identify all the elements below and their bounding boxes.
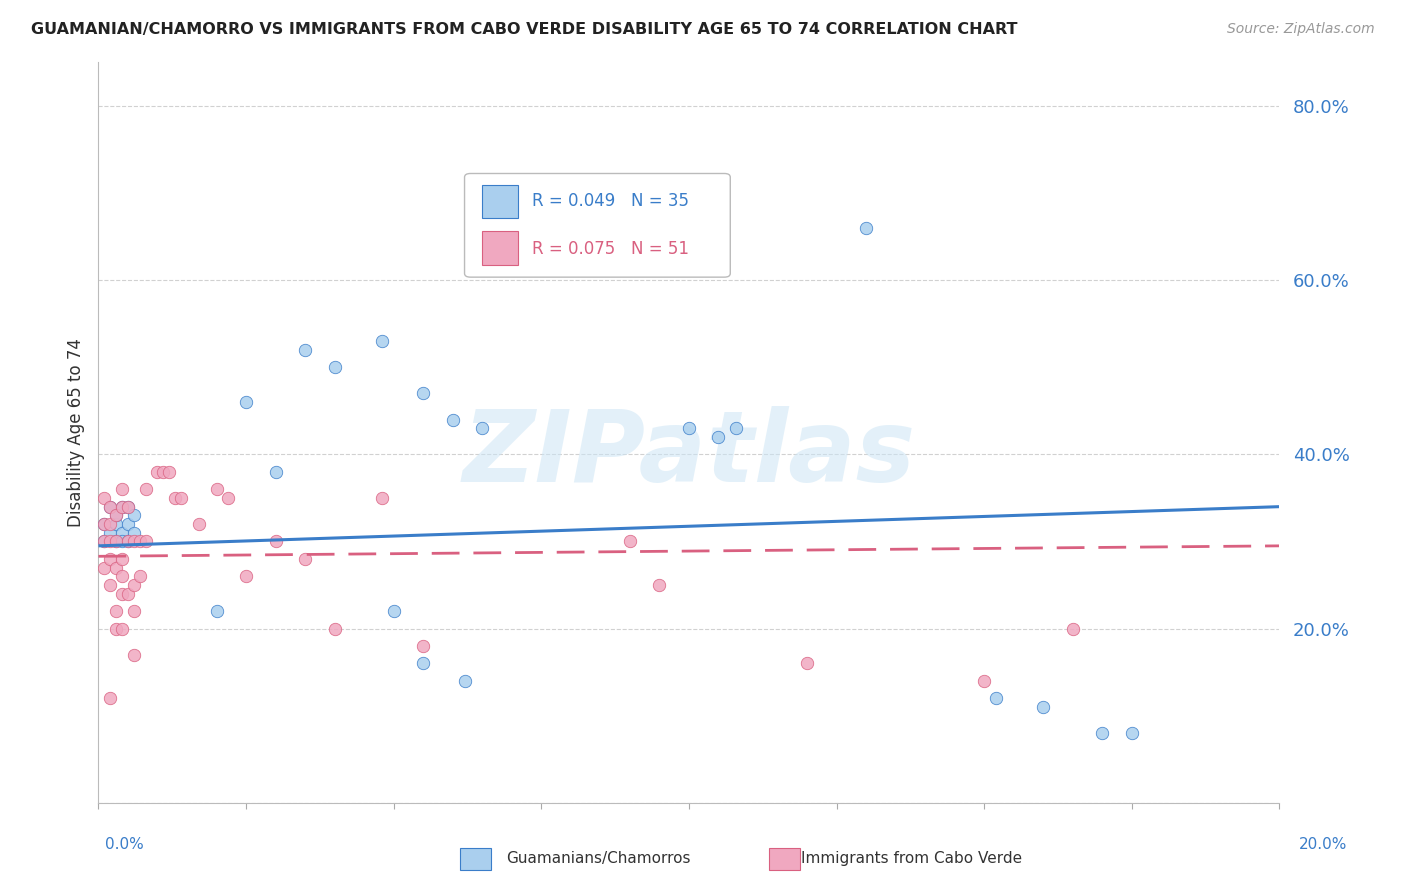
Point [412, 657, 434, 671]
Point [648, 578, 671, 592]
Y-axis label: Disability Age 65 to 74: Disability Age 65 to 74 [66, 338, 84, 527]
Text: 0.0%: 0.0% [105, 837, 145, 852]
Text: ZIPatlas: ZIPatlas [463, 407, 915, 503]
Text: GUAMANIAN/CHAMORRO VS IMMIGRANTS FROM CABO VERDE DISABILITY AGE 65 TO 74 CORRELA: GUAMANIAN/CHAMORRO VS IMMIGRANTS FROM CA… [31, 22, 1018, 37]
Point [128, 569, 150, 583]
Point [105, 604, 128, 618]
Point [725, 421, 748, 435]
Point [217, 491, 239, 505]
Point [412, 639, 434, 653]
Point [105, 517, 128, 532]
Point [98, 552, 121, 566]
Point [1121, 726, 1143, 740]
Point [678, 421, 700, 435]
Point [105, 534, 128, 549]
Point [471, 421, 494, 435]
Point [93, 517, 115, 532]
Point [105, 560, 128, 574]
Point [111, 534, 134, 549]
Point [117, 500, 139, 514]
Point [122, 648, 145, 662]
Point [205, 482, 228, 496]
Point [205, 604, 228, 618]
Point [796, 657, 818, 671]
Point [855, 221, 877, 235]
Point [157, 465, 180, 479]
Point [382, 604, 405, 618]
Point [98, 517, 121, 532]
Text: 20.0%: 20.0% [1299, 837, 1347, 852]
Point [294, 552, 316, 566]
Point [453, 673, 475, 688]
Point [105, 508, 128, 523]
Point [707, 430, 730, 444]
Point [619, 534, 641, 549]
Point [111, 587, 134, 601]
Point [111, 482, 134, 496]
Point [122, 525, 145, 540]
Point [98, 691, 121, 706]
Point [98, 534, 121, 549]
Point [323, 360, 346, 375]
Point [117, 534, 139, 549]
Point [170, 491, 193, 505]
Point [128, 534, 150, 549]
Point [117, 500, 139, 514]
Point [264, 465, 287, 479]
Point [117, 534, 139, 549]
Text: Guamanians/Chamorros: Guamanians/Chamorros [506, 851, 690, 865]
Point [117, 517, 139, 532]
Point [93, 534, 115, 549]
Point [235, 395, 257, 409]
Point [294, 343, 316, 357]
Point [98, 500, 121, 514]
Point [165, 491, 187, 505]
Point [412, 386, 434, 401]
Text: Immigrants from Cabo Verde: Immigrants from Cabo Verde [801, 851, 1022, 865]
Point [117, 587, 139, 601]
Point [1062, 622, 1084, 636]
Point [1091, 726, 1114, 740]
Point [122, 534, 145, 549]
Point [122, 508, 145, 523]
Point [135, 482, 157, 496]
Point [111, 622, 134, 636]
Point [93, 534, 115, 549]
Point [122, 578, 145, 592]
Point [105, 534, 128, 549]
Point [1032, 700, 1054, 714]
Text: R = 0.049   N = 35: R = 0.049 N = 35 [531, 192, 689, 210]
Point [111, 552, 134, 566]
Point [98, 578, 121, 592]
Point [93, 491, 115, 505]
Point [93, 517, 115, 532]
Point [152, 465, 174, 479]
Point [146, 465, 169, 479]
Point [111, 569, 134, 583]
Point [105, 508, 128, 523]
FancyBboxPatch shape [464, 173, 730, 277]
Point [135, 534, 157, 549]
Text: Source: ZipAtlas.com: Source: ZipAtlas.com [1227, 22, 1375, 37]
Point [323, 622, 346, 636]
FancyBboxPatch shape [482, 231, 517, 265]
Point [187, 517, 209, 532]
Point [98, 525, 121, 540]
Point [441, 412, 464, 426]
Point [111, 500, 134, 514]
Point [105, 622, 128, 636]
Point [122, 604, 145, 618]
Point [111, 500, 134, 514]
Point [371, 334, 394, 348]
Text: R = 0.075   N = 51: R = 0.075 N = 51 [531, 240, 689, 258]
Point [973, 673, 995, 688]
Point [264, 534, 287, 549]
Point [235, 569, 257, 583]
Point [371, 491, 394, 505]
Point [98, 500, 121, 514]
Point [93, 560, 115, 574]
Point [984, 691, 1007, 706]
FancyBboxPatch shape [482, 185, 517, 218]
Point [111, 525, 134, 540]
